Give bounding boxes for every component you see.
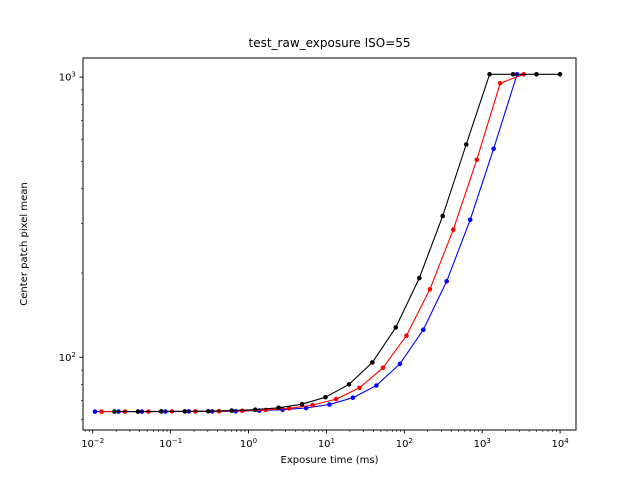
series-black [112, 72, 563, 414]
series-marker-red [451, 227, 456, 232]
chart-title: test_raw_exposure ISO=55 [248, 36, 410, 50]
series-marker-blue [467, 217, 473, 223]
series-marker-black [534, 72, 539, 77]
plot-area [83, 58, 576, 430]
series-marker-black [440, 213, 446, 219]
series-marker-blue [397, 361, 403, 367]
series-marker-black [112, 409, 117, 414]
series-marker-blue [421, 327, 426, 333]
series-marker-blue [280, 407, 285, 413]
series-marker-black [463, 142, 469, 147]
series-marker-black [252, 407, 258, 413]
series-marker-black [159, 409, 164, 414]
series-marker-black [205, 408, 211, 414]
series-marker-black [370, 360, 375, 365]
series-marker-blue [444, 279, 450, 284]
series-marker-red [380, 365, 386, 371]
series-marker-black [182, 409, 188, 414]
series-marker-black [323, 394, 328, 400]
series-marker-red [497, 81, 503, 86]
series-line-black [114, 73, 560, 413]
series-marker-blue [350, 395, 356, 401]
series-marker-red [404, 333, 409, 339]
series-marker-black [135, 409, 141, 414]
series-marker-red [333, 396, 339, 402]
series-marker-blue [92, 409, 98, 414]
series-marker-red [474, 157, 480, 162]
series-layer [92, 72, 563, 414]
x-axis-label: Exposure time (ms) [281, 455, 379, 466]
series-marker-blue [374, 383, 379, 388]
series-marker-black [510, 72, 516, 77]
series-marker-black [393, 325, 399, 330]
series-marker-red [286, 406, 292, 411]
series-marker-black [229, 408, 234, 413]
axes-border [82, 57, 577, 431]
series-marker-black [557, 72, 563, 77]
y-axis-label: Center patch pixel mean [19, 182, 30, 305]
series-marker-black [417, 275, 422, 281]
series-marker-blue [303, 405, 309, 411]
series-marker-red [310, 402, 316, 408]
series-marker-black [487, 72, 492, 77]
series-marker-black [346, 382, 352, 387]
series-marker-red [99, 409, 104, 414]
series-marker-blue [327, 402, 332, 407]
series-marker-black [299, 401, 305, 407]
series-marker-black [276, 405, 281, 411]
series-marker-blue [491, 146, 496, 152]
series-marker-red [427, 287, 433, 292]
series-marker-red [357, 385, 362, 391]
